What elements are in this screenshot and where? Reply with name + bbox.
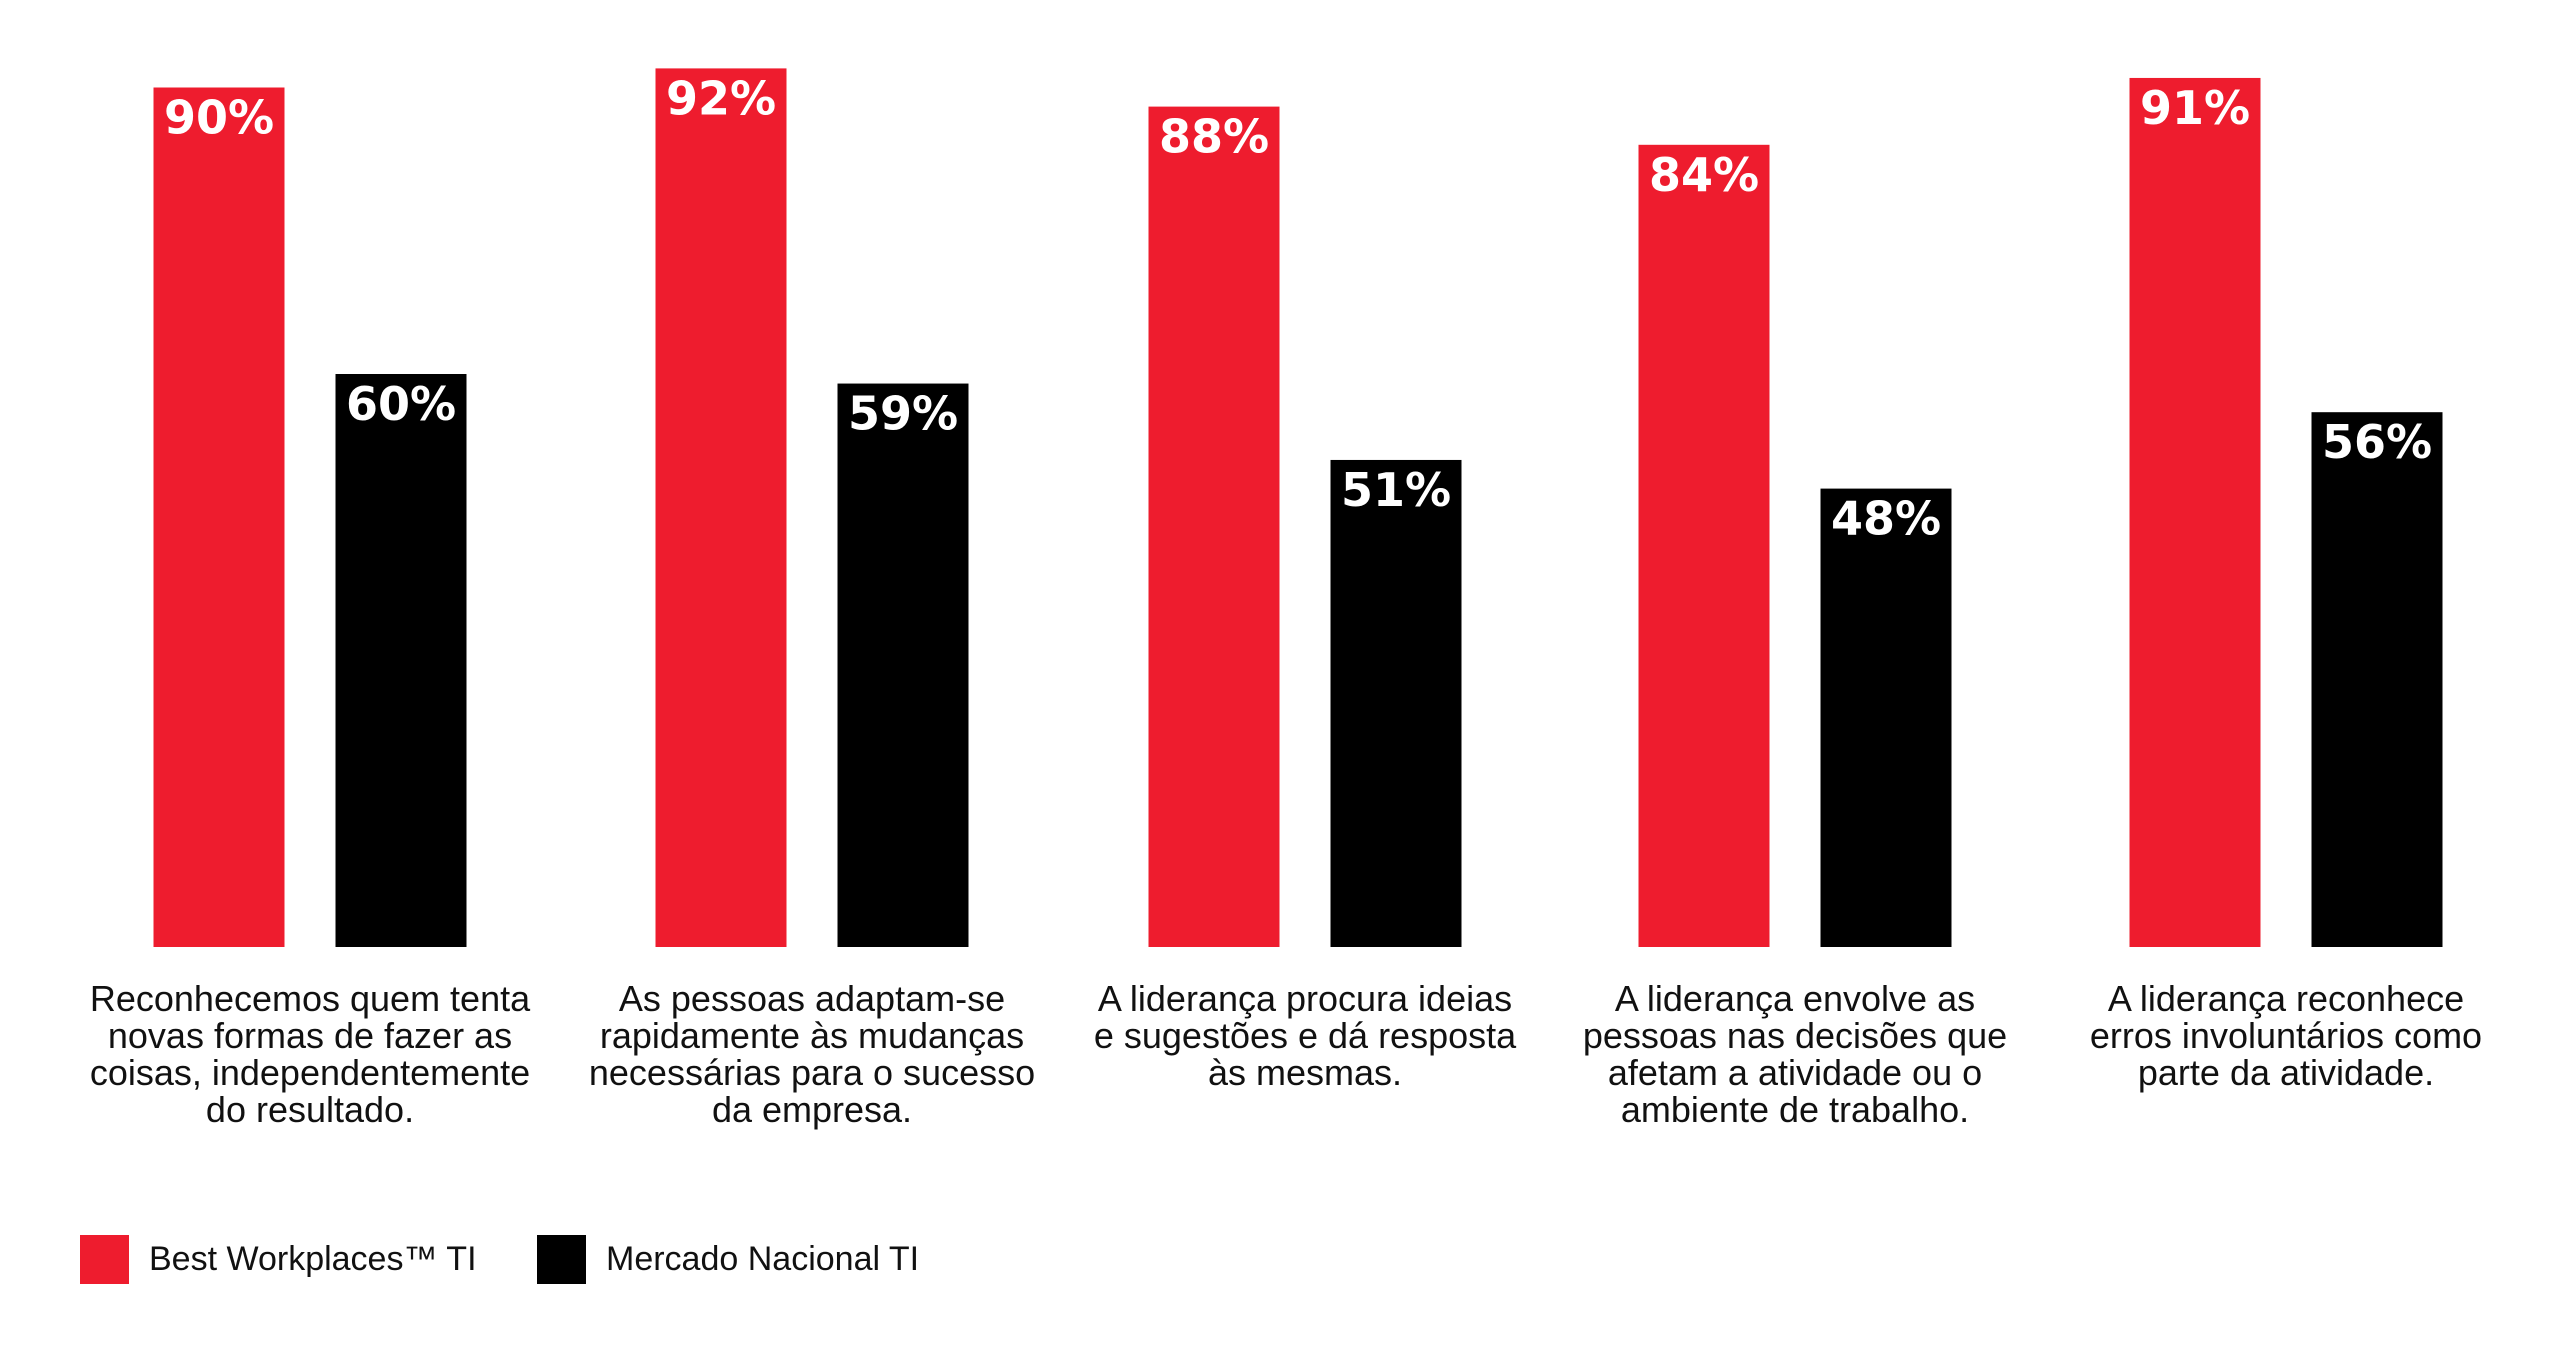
data-label-best-workplaces-4: 84% bbox=[1649, 148, 1759, 202]
legend-swatch-best-workplaces bbox=[80, 1235, 129, 1284]
bar-mercado-nacional-4 bbox=[1820, 488, 1952, 947]
data-label-best-workplaces-5: 91% bbox=[2140, 81, 2250, 135]
bars-layer: 90% 92% 88% 84% 91% 60% 59% 51% 48% 56% bbox=[153, 68, 2443, 948]
bar-mercado-nacional-5 bbox=[2311, 412, 2443, 947]
bar-best-workplaces-4 bbox=[1638, 144, 1770, 948]
bar-best-workplaces-2 bbox=[655, 68, 787, 947]
legend-item-mercado-nacional: Mercado Nacional TI bbox=[537, 1235, 919, 1284]
category-label-5: A liderança reconhece erros involuntário… bbox=[2089, 978, 2483, 1093]
legend-item-best-workplaces: Best Workplaces™ TI bbox=[80, 1235, 477, 1284]
data-label-mercado-nacional-2: 59% bbox=[848, 387, 958, 441]
data-label-mercado-nacional-3: 51% bbox=[1341, 463, 1451, 517]
bar-best-workplaces-5 bbox=[2129, 77, 2261, 947]
data-label-best-workplaces-1: 90% bbox=[164, 91, 274, 145]
bar-best-workplaces-1 bbox=[153, 87, 285, 947]
category-label-2: As pessoas adaptam-se rapidamente às mud… bbox=[588, 978, 1036, 1130]
category-label-4: A liderança envolve as pessoas nas decis… bbox=[1582, 978, 2008, 1130]
category-label-3: A liderança procura ideias e sugestões e… bbox=[1093, 978, 1517, 1093]
bar-mercado-nacional-1 bbox=[335, 374, 467, 947]
bar-mercado-nacional-3 bbox=[1330, 459, 1462, 947]
data-label-best-workplaces-2: 92% bbox=[666, 71, 776, 125]
legend-swatch-mercado-nacional bbox=[537, 1235, 586, 1284]
data-label-mercado-nacional-5: 56% bbox=[2322, 415, 2432, 469]
data-label-mercado-nacional-1: 60% bbox=[346, 377, 456, 431]
category-label-1: Reconhecemos quem tenta novas formas de … bbox=[89, 978, 531, 1130]
data-label-best-workplaces-3: 88% bbox=[1159, 110, 1269, 164]
bar-mercado-nacional-2 bbox=[837, 383, 969, 947]
data-label-mercado-nacional-4: 48% bbox=[1831, 492, 1941, 546]
legend-label-best-workplaces: Best Workplaces™ TI bbox=[149, 1240, 477, 1278]
bar-best-workplaces-3 bbox=[1148, 106, 1280, 948]
legend-label-mercado-nacional: Mercado Nacional TI bbox=[606, 1240, 920, 1278]
